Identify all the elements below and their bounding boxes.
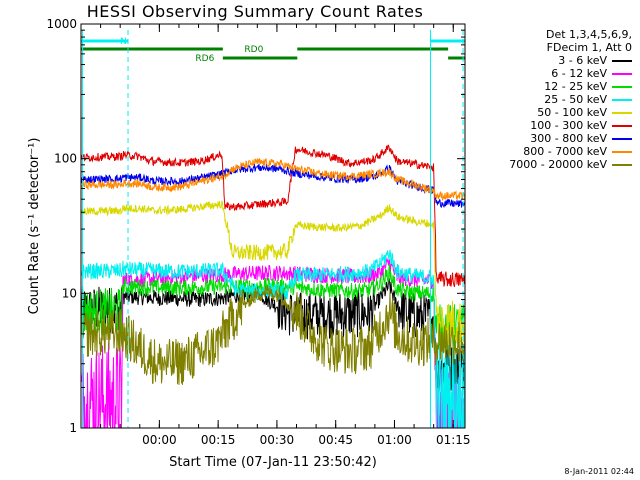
flag-label-rd6: RD6	[195, 54, 214, 64]
legend-swatch	[612, 124, 632, 127]
legend-swatch	[612, 59, 632, 62]
y-axis-label: Count Rate (s⁻¹ detector⁻¹)	[27, 138, 42, 315]
legend-entry-label: 12 - 25 keV	[544, 80, 607, 93]
legend-entry: 100 - 300 keV	[480, 119, 632, 132]
legend-entry-label: 300 - 800 keV	[530, 132, 607, 145]
legend-swatch	[612, 163, 632, 166]
legend-entry-label: 25 - 50 keV	[544, 93, 607, 106]
y-tick-label-100: 100	[54, 152, 77, 166]
legend-entry-label: 3 - 6 keV	[558, 54, 607, 67]
legend-entry-label: 50 - 100 keV	[537, 106, 607, 119]
legend-entry: 25 - 50 keV	[480, 93, 632, 106]
x-tick-label-0015: 00:15	[201, 433, 236, 447]
y-tick-label-10: 10	[62, 286, 77, 300]
x-axis-label: Start Time (07-Jan-11 23:50:42)	[169, 455, 377, 470]
legend-header-line-1: Det 1,3,4,5,6,9,	[545, 28, 632, 41]
series-800-7000-kevline	[81, 157, 465, 202]
legend-swatch	[612, 150, 632, 153]
plot-frame	[80, 23, 466, 429]
series-7000-20000-kevline	[81, 285, 465, 385]
series-25-50-kevline	[81, 249, 465, 428]
legend-swatch	[612, 85, 632, 88]
series-50-100-kevline	[81, 200, 465, 346]
legend-header-line-2: FDecim 1, Att 0	[546, 41, 632, 54]
y-tick-label-1000: 1000	[46, 17, 77, 31]
flag-label-rd0: RD0	[244, 45, 263, 55]
x-tick-label-0100: 01:00	[377, 433, 412, 447]
series-100-300-kevline	[81, 144, 465, 288]
x-tick-label-0000: 00:00	[142, 433, 177, 447]
y-tick-label-1: 1	[69, 421, 77, 435]
legend-entry: 6 - 12 keV	[480, 67, 632, 80]
legend-entry-label: 7000 - 20000 keV	[509, 158, 607, 171]
flag-label-n: N	[120, 37, 127, 47]
chart-title: HESSI Observing Summary Count Rates	[86, 2, 424, 21]
legend-swatch	[612, 98, 632, 101]
legend-entry-label: 6 - 12 keV	[551, 67, 607, 80]
legend-entry: 7000 - 20000 keV	[480, 158, 632, 171]
legend-entry: 50 - 100 keV	[480, 106, 632, 119]
legend-entry-label: 100 - 300 keV	[530, 119, 607, 132]
legend-swatch	[612, 137, 632, 140]
x-tick-label-0115: 01:15	[436, 433, 471, 447]
legend-entry: 12 - 25 keV	[480, 80, 632, 93]
series-300-800-kevline	[81, 163, 465, 209]
x-tick-label-0045: 00:45	[318, 433, 353, 447]
legend-entry-label: 800 - 7000 keV	[523, 145, 607, 158]
legend-swatch	[612, 111, 632, 114]
x-tick-label-0030: 00:30	[260, 433, 295, 447]
generation-timestamp: 8-Jan-2011 02:44	[564, 467, 634, 476]
legend-entry: 300 - 800 keV	[480, 132, 632, 145]
legend: Det 1,3,4,5,6,9, FDecim 1, Att 0 3 - 6 k…	[480, 28, 632, 171]
legend-entry: 3 - 6 keV	[480, 54, 632, 67]
legend-entry: 800 - 7000 keV	[480, 145, 632, 158]
legend-swatch	[612, 72, 632, 75]
